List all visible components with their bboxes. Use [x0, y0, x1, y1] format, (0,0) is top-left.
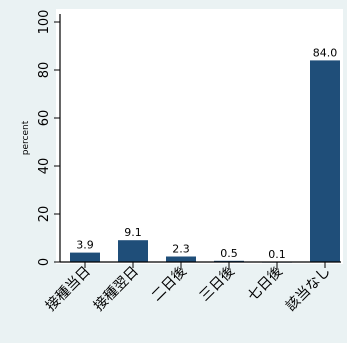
bars-layer	[70, 60, 340, 263]
bar-value-label: 0.1	[268, 248, 286, 261]
bar	[118, 240, 148, 262]
y-tick-label: 100	[37, 10, 52, 35]
y-tick-label: 0	[37, 258, 52, 266]
value-labels-layer: 3.9 9.1 2.3 0.5 0.1 84.0	[76, 46, 337, 260]
y-ticks-layer: 0 20 40 60 80 100	[37, 10, 60, 266]
bar-value-label: 2.3	[172, 243, 190, 256]
bar	[70, 252, 100, 262]
y-axis-title: percent	[21, 120, 31, 155]
y-tick-label: 40	[37, 158, 52, 175]
y-tick-label: 80	[37, 62, 52, 79]
y-tick-label: 60	[37, 110, 52, 127]
bar	[166, 256, 196, 262]
bar	[310, 60, 340, 263]
bar-value-label: 84.0	[313, 46, 338, 59]
bar-value-label: 3.9	[76, 239, 94, 252]
bar-value-label: 9.1	[124, 226, 142, 239]
plot-area	[56, 9, 343, 264]
bar-value-label: 0.5	[220, 247, 238, 260]
y-tick-label: 20	[37, 206, 52, 223]
